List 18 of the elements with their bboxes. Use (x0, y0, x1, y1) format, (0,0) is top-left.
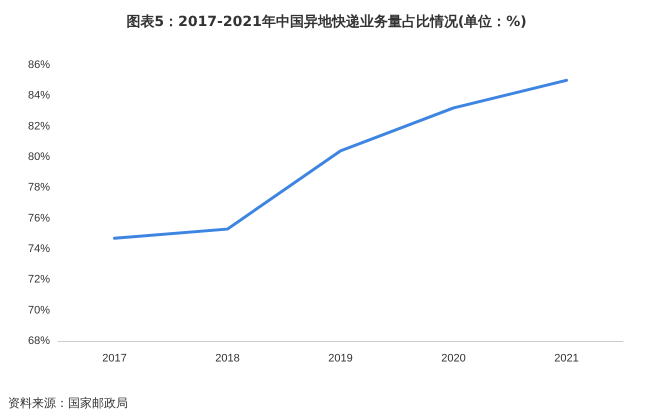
y-tick-label: 68% (28, 335, 50, 347)
text: 资料来源：国家邮政局 (8, 396, 128, 410)
y-tick-label: 82% (28, 120, 50, 132)
y-tick-label: 86% (28, 59, 50, 71)
y-tick-label: 78% (28, 182, 50, 194)
y-tick-label: 80% (28, 151, 50, 163)
y-tick-label: 84% (28, 90, 50, 102)
line-series (113, 78, 568, 240)
chart-title: 图表5：2017-2021年中国异地快递业务量占比情况(单位：%) (126, 13, 527, 30)
x-tick-label: 2017 (102, 352, 127, 364)
x-tick-label: 2018 (215, 352, 240, 364)
y-tick-label: 74% (28, 243, 50, 255)
y-tick-label: 76% (28, 212, 50, 224)
x-tick-label: 2021 (554, 352, 579, 364)
x-tick-label: 2020 (441, 352, 466, 364)
x-tick-label: 2019 (328, 352, 353, 364)
y-tick-label: 72% (28, 274, 50, 286)
y-tick-label: 70% (28, 304, 50, 316)
